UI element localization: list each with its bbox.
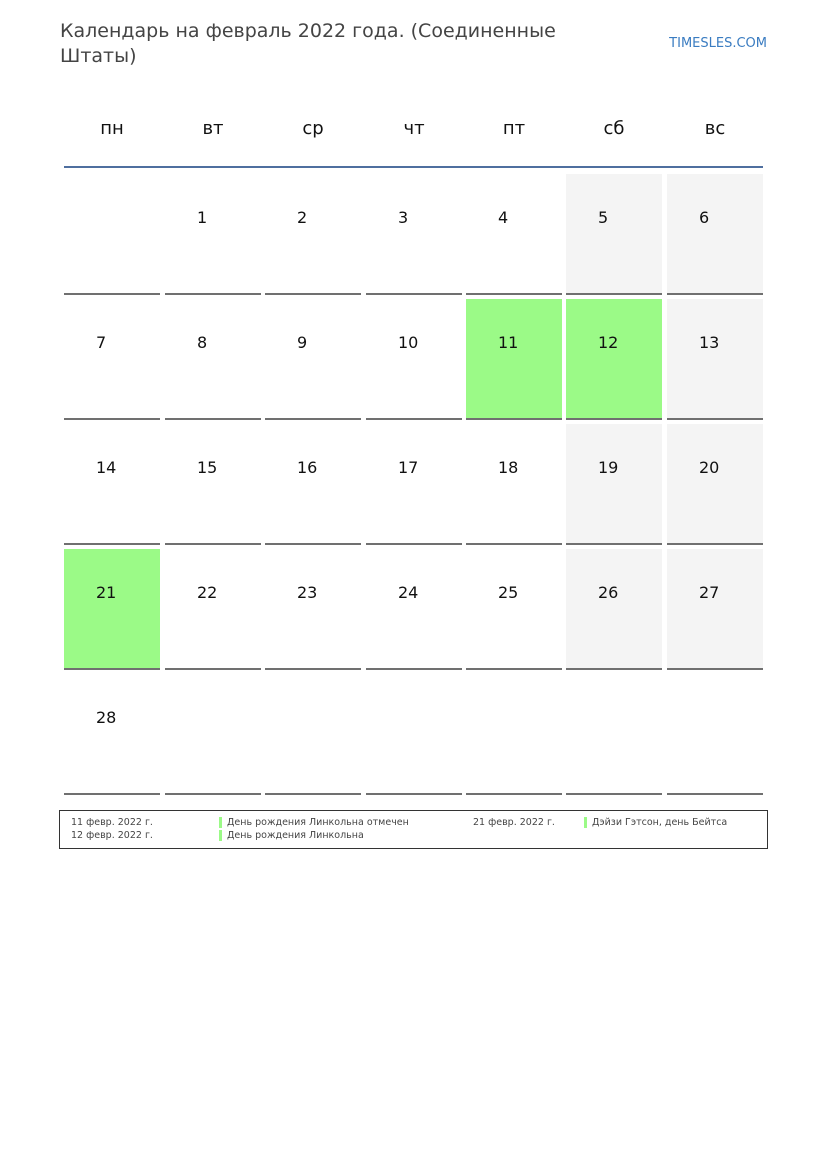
- day-cell: 14: [64, 424, 160, 545]
- day-cell: 21: [64, 549, 160, 670]
- weekday-header: чт: [403, 118, 425, 139]
- weekday-header: вт: [202, 118, 224, 139]
- day-cell: 27: [667, 549, 763, 670]
- weekday-header: ср: [302, 118, 324, 139]
- empty-cell: [64, 174, 160, 295]
- day-number: 23: [297, 583, 318, 602]
- legend-date: 12 февр. 2022 г.: [71, 830, 153, 841]
- day-number: 11: [498, 333, 519, 352]
- day-number: 3: [398, 208, 409, 227]
- day-cell: 13: [667, 299, 763, 420]
- legend-holiday: Дэйзи Гэтсон, день Бейтса: [592, 817, 728, 828]
- day-cell: 22: [165, 549, 261, 670]
- day-cell: 16: [265, 424, 361, 545]
- day-number: 5: [598, 208, 609, 227]
- day-cell: 9: [265, 299, 361, 420]
- day-number: 24: [398, 583, 419, 602]
- day-cell: 8: [165, 299, 261, 420]
- empty-cell: [667, 674, 763, 795]
- empty-cell: [265, 674, 361, 795]
- day-cell: 2: [265, 174, 361, 295]
- header-rule: [64, 166, 763, 168]
- legend-date: 11 февр. 2022 г.: [71, 817, 153, 828]
- day-cell: 28: [64, 674, 160, 795]
- day-number: 13: [699, 333, 720, 352]
- legend-color-marker: [219, 817, 222, 828]
- day-number: 16: [297, 458, 318, 477]
- day-number: 22: [197, 583, 218, 602]
- day-number: 20: [699, 458, 720, 477]
- day-number: 27: [699, 583, 720, 602]
- empty-cell: [165, 674, 261, 795]
- empty-cell: [366, 674, 462, 795]
- day-number: 9: [297, 333, 308, 352]
- day-cell: 20: [667, 424, 763, 545]
- day-cell: 3: [366, 174, 462, 295]
- day-cell: 6: [667, 174, 763, 295]
- day-number: 14: [96, 458, 117, 477]
- legend-holiday: День рождения Линкольна: [227, 830, 364, 841]
- day-number: 19: [598, 458, 619, 477]
- day-cell: 10: [366, 299, 462, 420]
- day-number: 28: [96, 708, 117, 727]
- day-number: 25: [498, 583, 519, 602]
- day-cell: 17: [366, 424, 462, 545]
- day-number: 12: [598, 333, 619, 352]
- day-number: 8: [197, 333, 208, 352]
- day-number: 7: [96, 333, 107, 352]
- day-number: 10: [398, 333, 419, 352]
- day-cell: 26: [566, 549, 662, 670]
- legend-holiday: День рождения Линкольна отмечен: [227, 817, 409, 828]
- day-cell: 7: [64, 299, 160, 420]
- site-link[interactable]: TIMESLES.COM: [669, 36, 767, 51]
- day-cell: 25: [466, 549, 562, 670]
- empty-cell: [466, 674, 562, 795]
- weekday-header: пт: [502, 118, 526, 139]
- day-number: 18: [498, 458, 519, 477]
- page-title: Календарь на февраль 2022 года. (Соедине…: [60, 20, 556, 67]
- legend-date: 21 февр. 2022 г.: [473, 817, 555, 828]
- day-number: 2: [297, 208, 308, 227]
- day-cell: 12: [566, 299, 662, 420]
- empty-cell: [566, 674, 662, 795]
- day-number: 4: [498, 208, 509, 227]
- day-cell: 11: [466, 299, 562, 420]
- day-cell: 1: [165, 174, 261, 295]
- day-cell: 24: [366, 549, 462, 670]
- holiday-legend: 11 февр. 2022 г. День рождения Линкольна…: [59, 810, 768, 849]
- day-number: 15: [197, 458, 218, 477]
- day-cell: 4: [466, 174, 562, 295]
- weekday-header: сб: [603, 118, 625, 139]
- legend-color-marker: [219, 830, 222, 841]
- day-number: 26: [598, 583, 619, 602]
- legend-color-marker: [584, 817, 587, 828]
- day-cell: 18: [466, 424, 562, 545]
- weekday-header: вс: [704, 118, 726, 139]
- day-number: 17: [398, 458, 419, 477]
- day-number: 1: [197, 208, 208, 227]
- day-cell: 5: [566, 174, 662, 295]
- day-cell: 23: [265, 549, 361, 670]
- day-number: 21: [96, 583, 117, 602]
- weekday-header: пн: [100, 118, 124, 139]
- day-cell: 15: [165, 424, 261, 545]
- day-cell: 19: [566, 424, 662, 545]
- day-number: 6: [699, 208, 710, 227]
